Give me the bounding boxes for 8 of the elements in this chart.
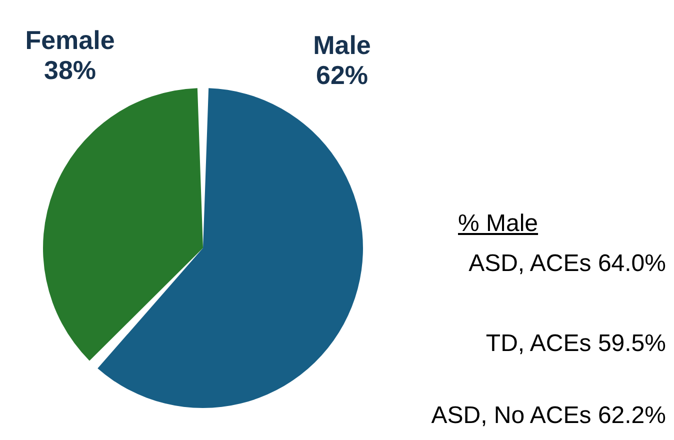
text: ASD, ACEs 64.0% [468, 250, 666, 278]
data-label: 62% [316, 60, 368, 90]
text: TD, ACEs 59.5% [486, 330, 666, 358]
text: ASD, No ACEs 62.2% [431, 402, 666, 430]
slice-label: Female [25, 25, 115, 55]
data-label: 38% [44, 55, 96, 85]
text: % Male [458, 210, 538, 238]
slice-label: Male [313, 30, 371, 60]
